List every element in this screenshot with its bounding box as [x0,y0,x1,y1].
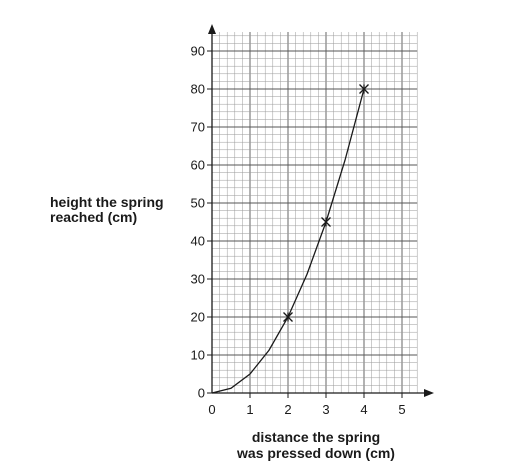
y-axis-arrow [208,24,216,34]
y-tick-label: 60 [191,158,205,173]
data-point [359,84,369,94]
y-tick-label: 80 [191,82,205,97]
y-axis-label-line-2: reached (cm) [50,209,138,225]
y-tick-label: 40 [191,234,205,249]
x-tick-label: 1 [246,402,253,417]
grid [211,32,418,394]
x-tick-label: 4 [360,402,367,417]
y-tick-label: 50 [191,196,205,211]
y-tick-label: 70 [191,120,205,135]
y-tick-label: 20 [191,310,205,325]
x-axis-arrow [424,389,434,397]
y-tick-label: 10 [191,348,205,363]
x-axis-label-line-1: distance the spring [251,429,381,445]
x-axis-label-line-2: was pressed down (cm) [237,445,395,461]
data-point [283,312,293,322]
y-tick-label: 0 [198,386,205,401]
y-axis-label-line-1: height the spring [50,194,164,210]
data-point [321,217,331,227]
x-tick-label: 3 [322,402,329,417]
y-tick-label: 30 [191,272,205,287]
x-tick-label: 0 [208,402,215,417]
y-axis-label: height the spring reached (cm) [50,195,164,225]
y-tick-label: 90 [191,44,205,59]
x-axis-label: distance the spring was pressed down (cm… [216,429,416,461]
data-points [283,84,369,322]
x-tick-label: 2 [284,402,291,417]
axes [208,24,434,397]
x-tick-label: 5 [398,402,405,417]
ticks: 0 10 20 30 40 50 60 70 80 90 0 1 2 3 4 5 [191,44,406,418]
